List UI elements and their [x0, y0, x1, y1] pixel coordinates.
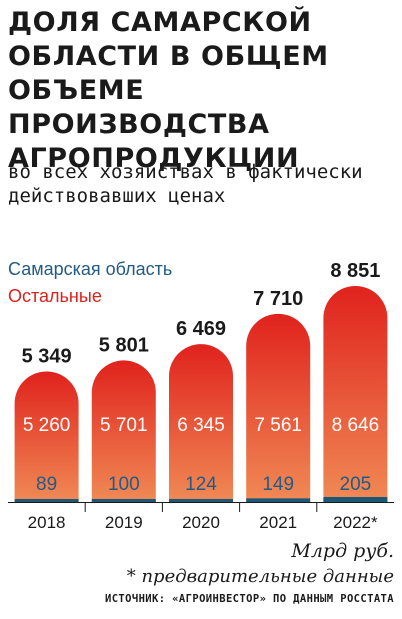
samara-value-label: 205 [340, 474, 372, 495]
samara-value-label: 149 [262, 474, 294, 495]
x-tick-label: 2019 [105, 513, 143, 532]
samara-value-label: 100 [108, 474, 140, 495]
bar-samara-2019 [91, 499, 156, 502]
bar-samara-2020 [169, 498, 233, 502]
legend-samara: Самарская область [8, 259, 173, 279]
samara-value-label: 89 [36, 474, 57, 495]
other-value-label: 5 701 [100, 415, 148, 436]
bar-samara-2021 [246, 498, 311, 502]
bar-other-2022* [323, 286, 388, 502]
bar-chart: 5 349 5 260 89 2018 5 801 5 701 100 2019 6 469 6 … [8, 260, 394, 532]
unit-label: Млрд руб. [291, 540, 394, 562]
x-tick-label: 2022* [333, 513, 378, 532]
total-label: 8 851 [330, 260, 380, 282]
footnote: * предварительные данные [126, 566, 394, 587]
x-tick-label: 2021 [259, 513, 297, 532]
bar-samara-2018 [14, 499, 79, 502]
bar-other-2019 [91, 360, 156, 502]
source-note: ИСТОЧНИК: «АГРОИНВЕСТОР» ПО ДАННЫМ РОССТ… [104, 593, 394, 605]
other-value-label: 8 646 [332, 415, 380, 436]
bar-other-2018 [14, 371, 79, 502]
bar-other-2021 [246, 313, 311, 502]
chart-subtitle: во всех хозяйствах в фактически действов… [8, 161, 363, 207]
other-value-label: 5 260 [23, 415, 71, 436]
total-label: 5 349 [22, 345, 72, 367]
total-label: 7 710 [253, 288, 303, 310]
total-label: 6 469 [176, 318, 226, 340]
other-value-label: 6 345 [177, 415, 225, 436]
legend-other: Остальные [8, 286, 102, 306]
bar-other-2020 [169, 344, 233, 502]
x-tick-label: 2018 [28, 513, 66, 532]
bar-samara-2022* [323, 496, 388, 502]
samara-value-label: 124 [185, 474, 217, 495]
total-label: 5 801 [99, 334, 149, 356]
other-value-label: 7 561 [254, 415, 302, 436]
chart-title: ДОЛЯ САМАРСКОЙ ОБЛАСТИ В ОБЩЕМ ОБЪЕМЕ ПР… [8, 7, 329, 174]
x-tick-label: 2020 [182, 513, 220, 532]
